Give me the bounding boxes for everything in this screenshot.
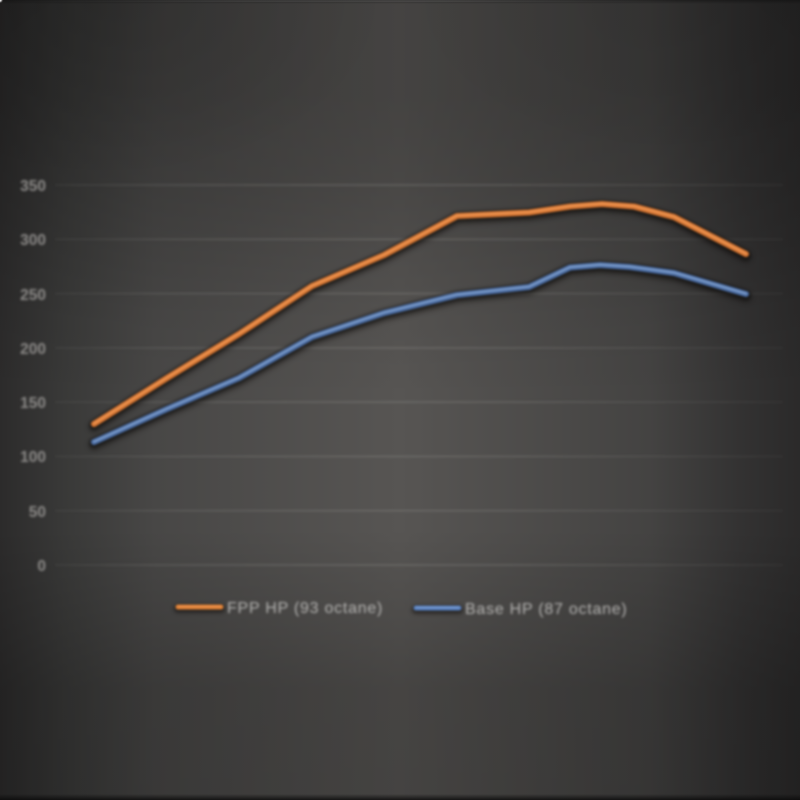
- svg-text:FPP HP (93 octane): FPP HP (93 octane): [227, 600, 383, 617]
- svg-text:250: 250: [20, 287, 46, 304]
- svg-text:100: 100: [20, 449, 46, 466]
- svg-text:0: 0: [37, 558, 46, 575]
- svg-text:150: 150: [20, 395, 46, 412]
- svg-text:50: 50: [29, 504, 46, 521]
- svg-text:Base HP (87 octane): Base HP (87 octane): [465, 601, 627, 618]
- svg-text:200: 200: [20, 341, 46, 358]
- svg-text:350: 350: [20, 178, 46, 195]
- svg-text:300: 300: [20, 232, 46, 249]
